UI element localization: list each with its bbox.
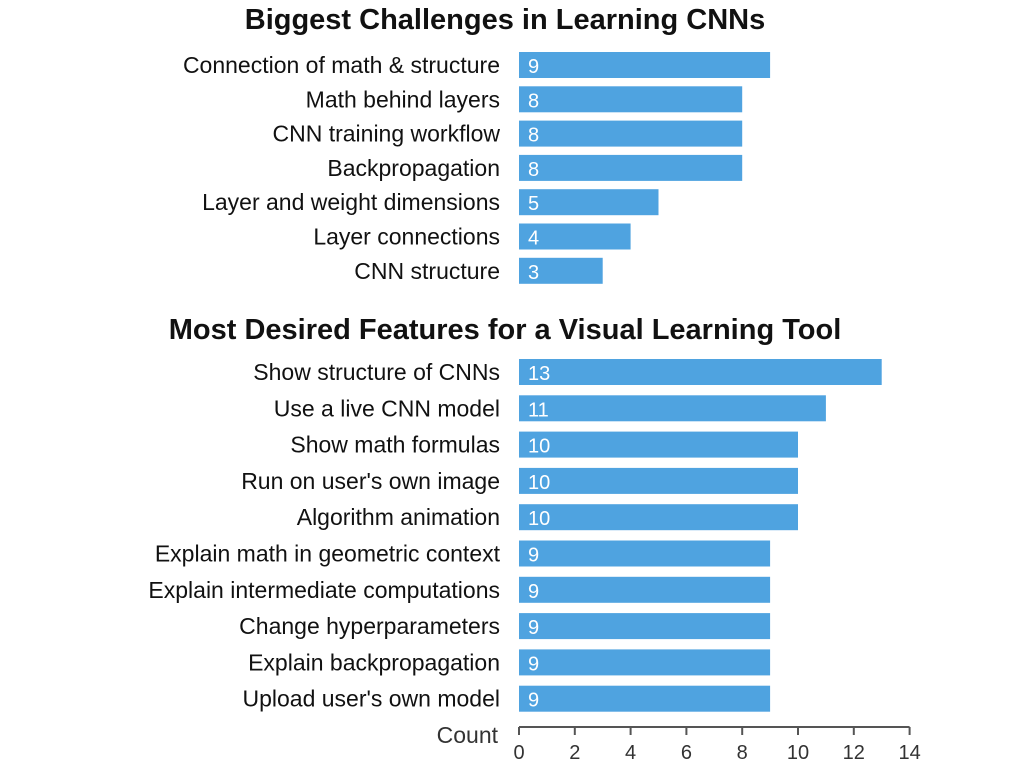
- bar-value-label: 3: [528, 262, 539, 284]
- bar: [519, 431, 798, 458]
- bar-value-label: 9: [528, 56, 539, 78]
- bar: [519, 223, 631, 250]
- bar-value-label: 8: [528, 125, 539, 147]
- bar: [519, 540, 771, 567]
- category-label: Explain intermediate computations: [148, 577, 500, 603]
- bar-value-label: 9: [528, 690, 539, 712]
- bar-value-label: 9: [528, 545, 539, 567]
- category-label: Math behind layers: [306, 86, 500, 112]
- bar-value-label: 4: [528, 228, 539, 250]
- bar: [519, 359, 882, 385]
- x-axis-title: Count: [437, 722, 499, 748]
- category-label: Upload user's own model: [242, 686, 500, 712]
- category-label: Explain backpropagation: [248, 649, 500, 675]
- bar: [519, 685, 771, 712]
- bar-value-label: 5: [528, 193, 539, 215]
- bar: [519, 120, 743, 147]
- x-tick-label: 4: [625, 742, 636, 764]
- x-tick-label: 8: [737, 742, 748, 764]
- bar-value-label: 13: [528, 363, 550, 385]
- bar: [519, 576, 771, 603]
- chart-title: Biggest Challenges in Learning CNNs: [245, 4, 765, 36]
- x-tick-label: 14: [898, 742, 920, 764]
- chart-title: Most Desired Features for a Visual Learn…: [169, 314, 842, 346]
- x-tick-label: 2: [569, 742, 580, 764]
- bar: [519, 395, 826, 422]
- bar: [519, 86, 743, 113]
- bar-value-label: 8: [528, 159, 539, 181]
- category-label: CNN training workflow: [272, 121, 500, 147]
- category-label: Change hyperparameters: [239, 613, 500, 639]
- category-label: Layer and weight dimensions: [202, 189, 500, 215]
- category-label: Show math formulas: [290, 432, 500, 458]
- bar: [519, 613, 771, 640]
- category-label: Show structure of CNNs: [253, 359, 500, 385]
- bar: [519, 154, 743, 181]
- bar-value-label: 8: [528, 90, 539, 112]
- category-label: Explain math in geometric context: [155, 541, 501, 567]
- bar-value-label: 9: [528, 653, 539, 675]
- x-tick-label: 6: [681, 742, 692, 764]
- category-label: Layer connections: [313, 224, 500, 250]
- bar: [519, 649, 771, 676]
- bar: [519, 257, 603, 284]
- bar-value-label: 10: [528, 508, 550, 530]
- bar-value-label: 11: [528, 399, 549, 421]
- x-tick-label: 0: [513, 742, 524, 764]
- bar-value-label: 9: [528, 581, 539, 603]
- category-label: Algorithm animation: [297, 504, 500, 530]
- category-label: Backpropagation: [327, 155, 500, 181]
- category-label: CNN structure: [354, 258, 500, 284]
- category-label: Use a live CNN model: [274, 395, 500, 421]
- bar: [519, 189, 659, 216]
- x-tick-label: 10: [787, 742, 809, 764]
- bar-value-label: 10: [528, 436, 550, 458]
- bar: [519, 52, 771, 78]
- category-label: Run on user's own image: [241, 468, 500, 494]
- bar-value-label: 9: [528, 617, 539, 639]
- bar: [519, 467, 798, 494]
- bar: [519, 504, 798, 531]
- bar-value-label: 10: [528, 472, 550, 494]
- category-label: Connection of math & structure: [183, 52, 500, 78]
- x-tick-label: 12: [843, 742, 865, 764]
